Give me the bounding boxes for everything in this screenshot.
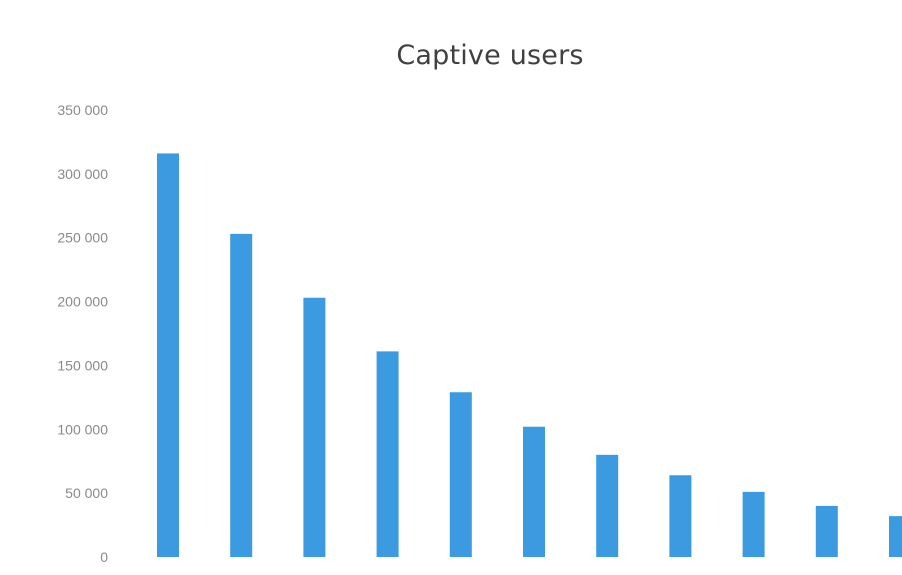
bar: [742, 491, 765, 557]
bar: [523, 426, 545, 557]
bar: [815, 505, 838, 557]
chart-title: Captive users: [396, 40, 584, 71]
y-tick-label: 250 000: [57, 230, 108, 246]
y-tick-label: 150 000: [57, 357, 108, 373]
bar: [303, 297, 326, 557]
y-tick-label: 0: [100, 549, 108, 565]
y-tick-label: 100 000: [57, 421, 108, 437]
y-tick-label: 50 000: [65, 485, 108, 501]
y-tick-label: 300 000: [57, 166, 108, 182]
bar: [157, 153, 179, 557]
bar-series: [157, 153, 902, 557]
y-tick-label: 350 000: [57, 102, 108, 118]
bar: [376, 351, 399, 557]
bar: [230, 233, 253, 557]
bar: [669, 475, 692, 557]
y-tick-label: 200 000: [57, 294, 108, 310]
bar: [449, 392, 472, 557]
bar: [889, 516, 902, 557]
y-axis: 0 50 000 100 000 150 000 200 000 250 000 300 0…: [57, 102, 108, 565]
bar: [596, 454, 619, 557]
